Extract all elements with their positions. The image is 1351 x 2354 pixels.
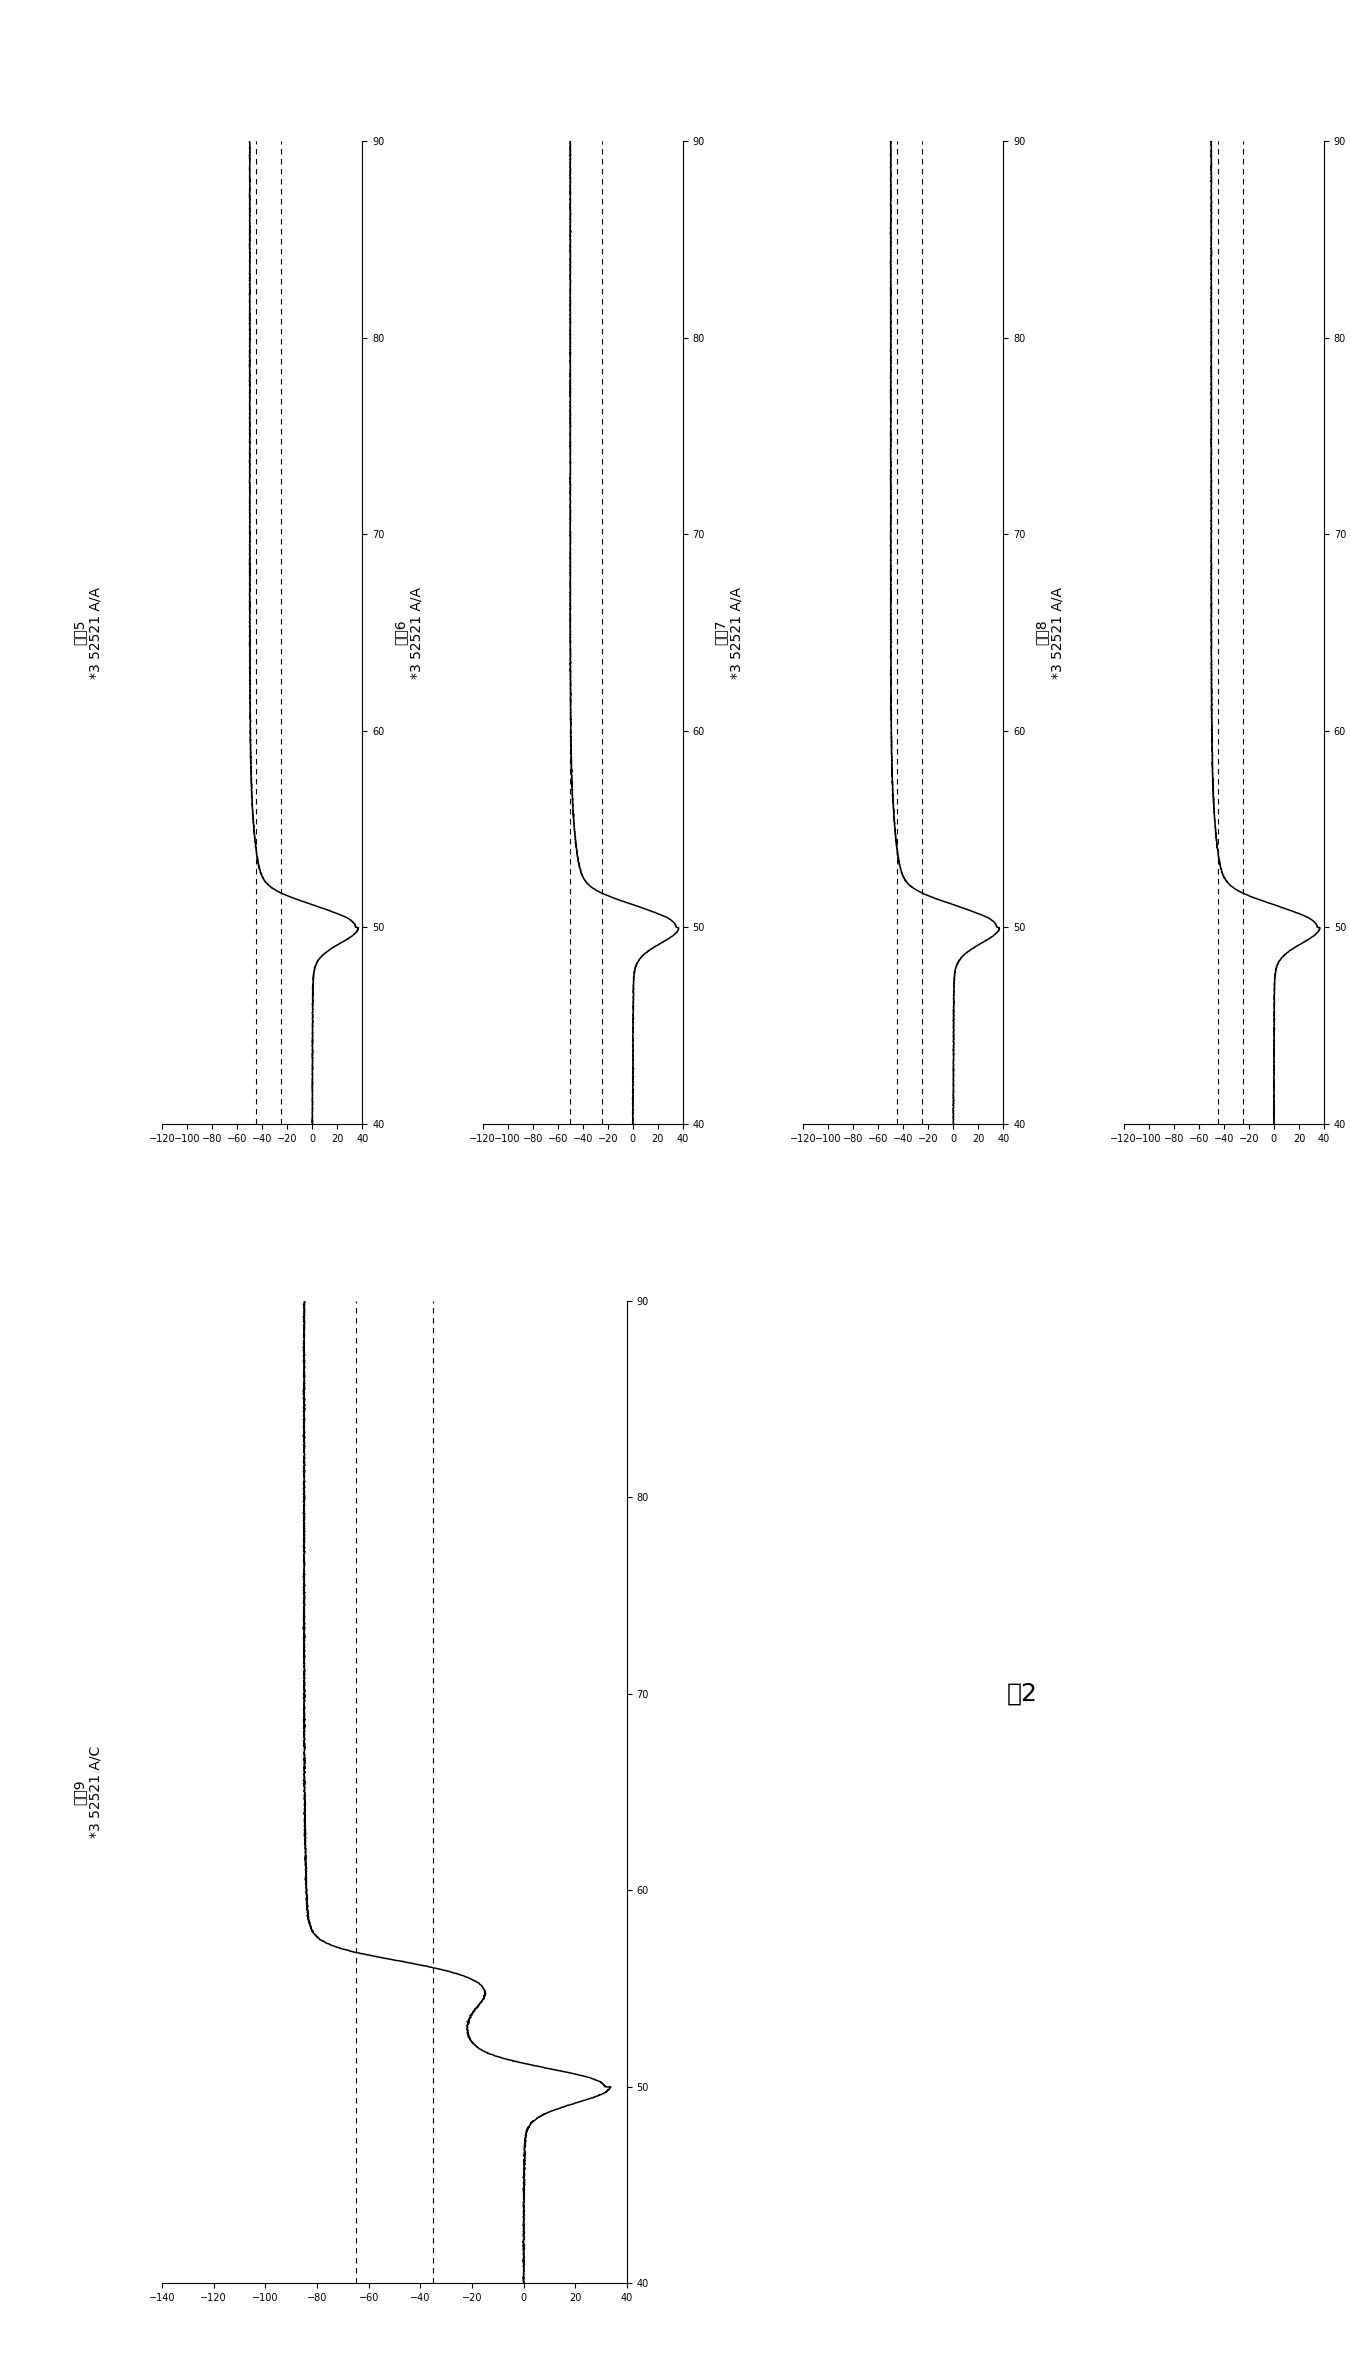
Text: 图2: 图2	[1006, 1681, 1038, 1707]
Text: 样品9
*3 52521 A/C: 样品9 *3 52521 A/C	[73, 1747, 103, 1838]
Text: 样品8
*3 52521 A/A: 样品8 *3 52521 A/A	[1035, 586, 1065, 678]
Text: 样品7
*3 52521 A/A: 样品7 *3 52521 A/A	[713, 586, 744, 678]
Text: 样品6
*3 52521 A/A: 样品6 *3 52521 A/A	[393, 586, 423, 678]
Text: 样品5
*3 52521 A/A: 样品5 *3 52521 A/A	[73, 586, 103, 678]
